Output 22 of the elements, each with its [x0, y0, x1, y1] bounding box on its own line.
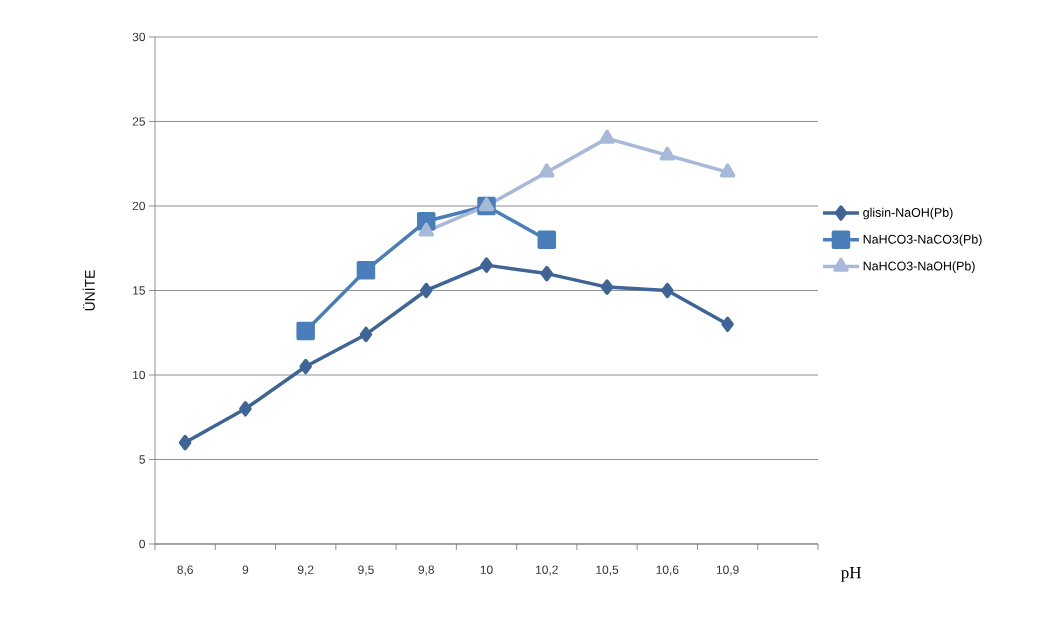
y-tick-label: 15: [133, 286, 145, 295]
y-tick-label: 30: [132, 32, 146, 42]
x-tick-label: 10,6: [656, 565, 679, 576]
x-tick-label: 9: [242, 565, 249, 574]
x-tick-label: 10: [480, 565, 493, 574]
y-tick-label: 25: [132, 117, 145, 126]
y-tick-label: 20: [132, 201, 146, 211]
y-tick-label: 10: [133, 370, 146, 380]
y-tick-label: 0: [139, 539, 146, 549]
x-tick-label: 10,2: [536, 565, 558, 576]
x-tick-label: 10,9: [716, 565, 739, 576]
x-tick-label: 10,5: [596, 565, 619, 576]
x-tick-label: 9,8: [418, 565, 435, 576]
legend-label: NaHCO3-NaOH(Pb): [863, 261, 975, 273]
x-tick-label: 9,5: [358, 565, 374, 576]
x-tick-label: 8,6: [177, 565, 193, 576]
y-tick-label: 5: [139, 455, 145, 464]
y-axis-title: ÜNİTE: [82, 270, 95, 311]
legend-label: glisin-NaOH(Pb): [863, 207, 953, 220]
x-axis-title: pH: [841, 567, 862, 582]
x-tick-label: 9,2: [297, 565, 314, 576]
legend-label: NaHCO3-NaCO3(Pb): [863, 234, 982, 247]
